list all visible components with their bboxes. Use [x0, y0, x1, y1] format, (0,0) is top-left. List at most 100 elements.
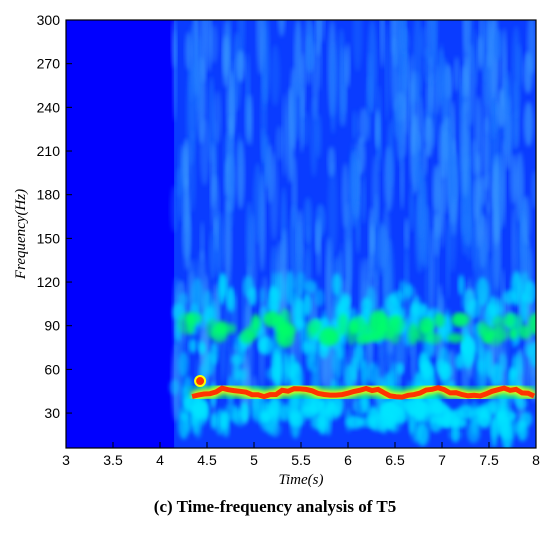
background-streak: [209, 229, 217, 281]
secondary-band-blob: [288, 412, 306, 428]
low-band-streak: [271, 271, 278, 300]
background-streak: [286, 87, 295, 184]
secondary-band-blob: [451, 312, 465, 327]
background-streak: [350, 151, 359, 214]
secondary-band-blob: [447, 332, 464, 344]
background-streak: [289, 204, 299, 291]
background-streak: [421, 147, 428, 178]
background-streak: [374, 108, 380, 149]
background-streak: [417, 95, 424, 152]
background-streak: [320, 20, 325, 43]
secondary-band-blob: [338, 313, 349, 336]
background-streak: [355, 200, 361, 255]
secondary-band-blob: [380, 316, 391, 332]
low-band-streak: [282, 351, 289, 387]
background-streak: [472, 28, 479, 88]
low-band-streak: [384, 295, 399, 312]
dominant-band-core: [191, 385, 536, 400]
low-band-streak: [294, 319, 304, 332]
low-band-streak: [365, 286, 377, 320]
secondary-band-blob: [193, 403, 205, 420]
background-streak: [449, 151, 460, 201]
background-streak: [442, 130, 450, 214]
background-streak: [275, 125, 284, 162]
secondary-band-blob: [529, 312, 536, 334]
secondary-band-blob: [450, 409, 464, 423]
background-streak: [199, 118, 210, 186]
background-streak: [236, 132, 243, 164]
background-streak: [315, 113, 322, 159]
x-tick-label: 3.5: [103, 452, 123, 468]
background-streak: [355, 136, 366, 176]
x-axis: 3 3.5 4 4.5 5 5.5 6 6.5 7 7.5 8: [62, 442, 540, 468]
background-streak: [504, 70, 511, 114]
secondary-band-blob: [408, 323, 419, 345]
low-band-streak: [485, 349, 492, 378]
low-band-streak: [472, 335, 483, 354]
y-tick-label: 150: [37, 230, 61, 246]
secondary-band-blob: [215, 320, 229, 336]
low-band-streak: [475, 277, 490, 307]
low-band-streak: [295, 271, 307, 297]
x-tick-label: 7.5: [479, 452, 499, 468]
background-streak: [327, 146, 336, 178]
low-band-streak: [209, 342, 219, 365]
x-axis-title: Time(s): [279, 472, 324, 488]
low-band-streak: [511, 355, 521, 376]
background-streak: [429, 55, 434, 116]
y-tick-label: 120: [37, 274, 61, 290]
background-streak: [327, 162, 338, 260]
background-streak: [172, 30, 177, 122]
background-streak: [392, 38, 400, 138]
low-band-streak: [520, 292, 528, 324]
background-streak: [210, 142, 216, 209]
low-band-streak: [334, 291, 347, 316]
background-streak: [509, 153, 518, 206]
background-streak: [468, 20, 474, 75]
low-band-streak: [273, 355, 282, 390]
y-tick-label: 60: [44, 361, 60, 377]
background-streak: [424, 258, 431, 320]
background-streak: [404, 217, 410, 250]
y-tick-label: 30: [44, 405, 60, 421]
low-band-streak: [389, 361, 400, 393]
low-band-streak: [284, 270, 295, 306]
low-band-streak: [314, 288, 325, 307]
secondary-band-blob: [186, 313, 195, 335]
low-band-streak: [457, 274, 465, 296]
y-tick-label: 300: [37, 12, 61, 28]
low-band-streak: [502, 289, 517, 305]
background-streak: [433, 164, 442, 240]
background-streak: [473, 178, 481, 220]
background-streak: [384, 23, 390, 122]
low-band-streak: [404, 281, 412, 302]
low-band-streak: [308, 352, 320, 373]
secondary-band-blob: [263, 311, 280, 328]
low-band-streak: [366, 361, 379, 384]
low-band-streak: [317, 342, 330, 359]
background-streak: [401, 20, 407, 55]
y-tick-label: 90: [44, 318, 60, 334]
background-streak: [479, 191, 485, 230]
background-streak: [270, 44, 281, 107]
background-streak: [236, 49, 246, 83]
x-tick-label: 7: [438, 452, 446, 468]
background-streak: [408, 53, 415, 105]
background-streak: [189, 129, 197, 213]
low-band-streak: [420, 360, 434, 378]
low-band-streak: [448, 428, 463, 441]
x-tick-label: 8: [532, 452, 540, 468]
background-streak: [480, 20, 491, 82]
secondary-band-blob: [369, 413, 389, 432]
background-streak: [303, 197, 313, 244]
low-band-streak: [178, 351, 189, 378]
background-streak: [461, 197, 469, 234]
secondary-band-blob: [519, 411, 533, 428]
low-band-streak: [410, 416, 422, 443]
background-streak: [345, 211, 354, 289]
low-band-streak: [437, 346, 451, 380]
secondary-band-blob: [476, 411, 492, 429]
low-band-streak: [259, 287, 266, 305]
background-streak: [222, 34, 230, 88]
low-band-streak: [191, 277, 204, 312]
